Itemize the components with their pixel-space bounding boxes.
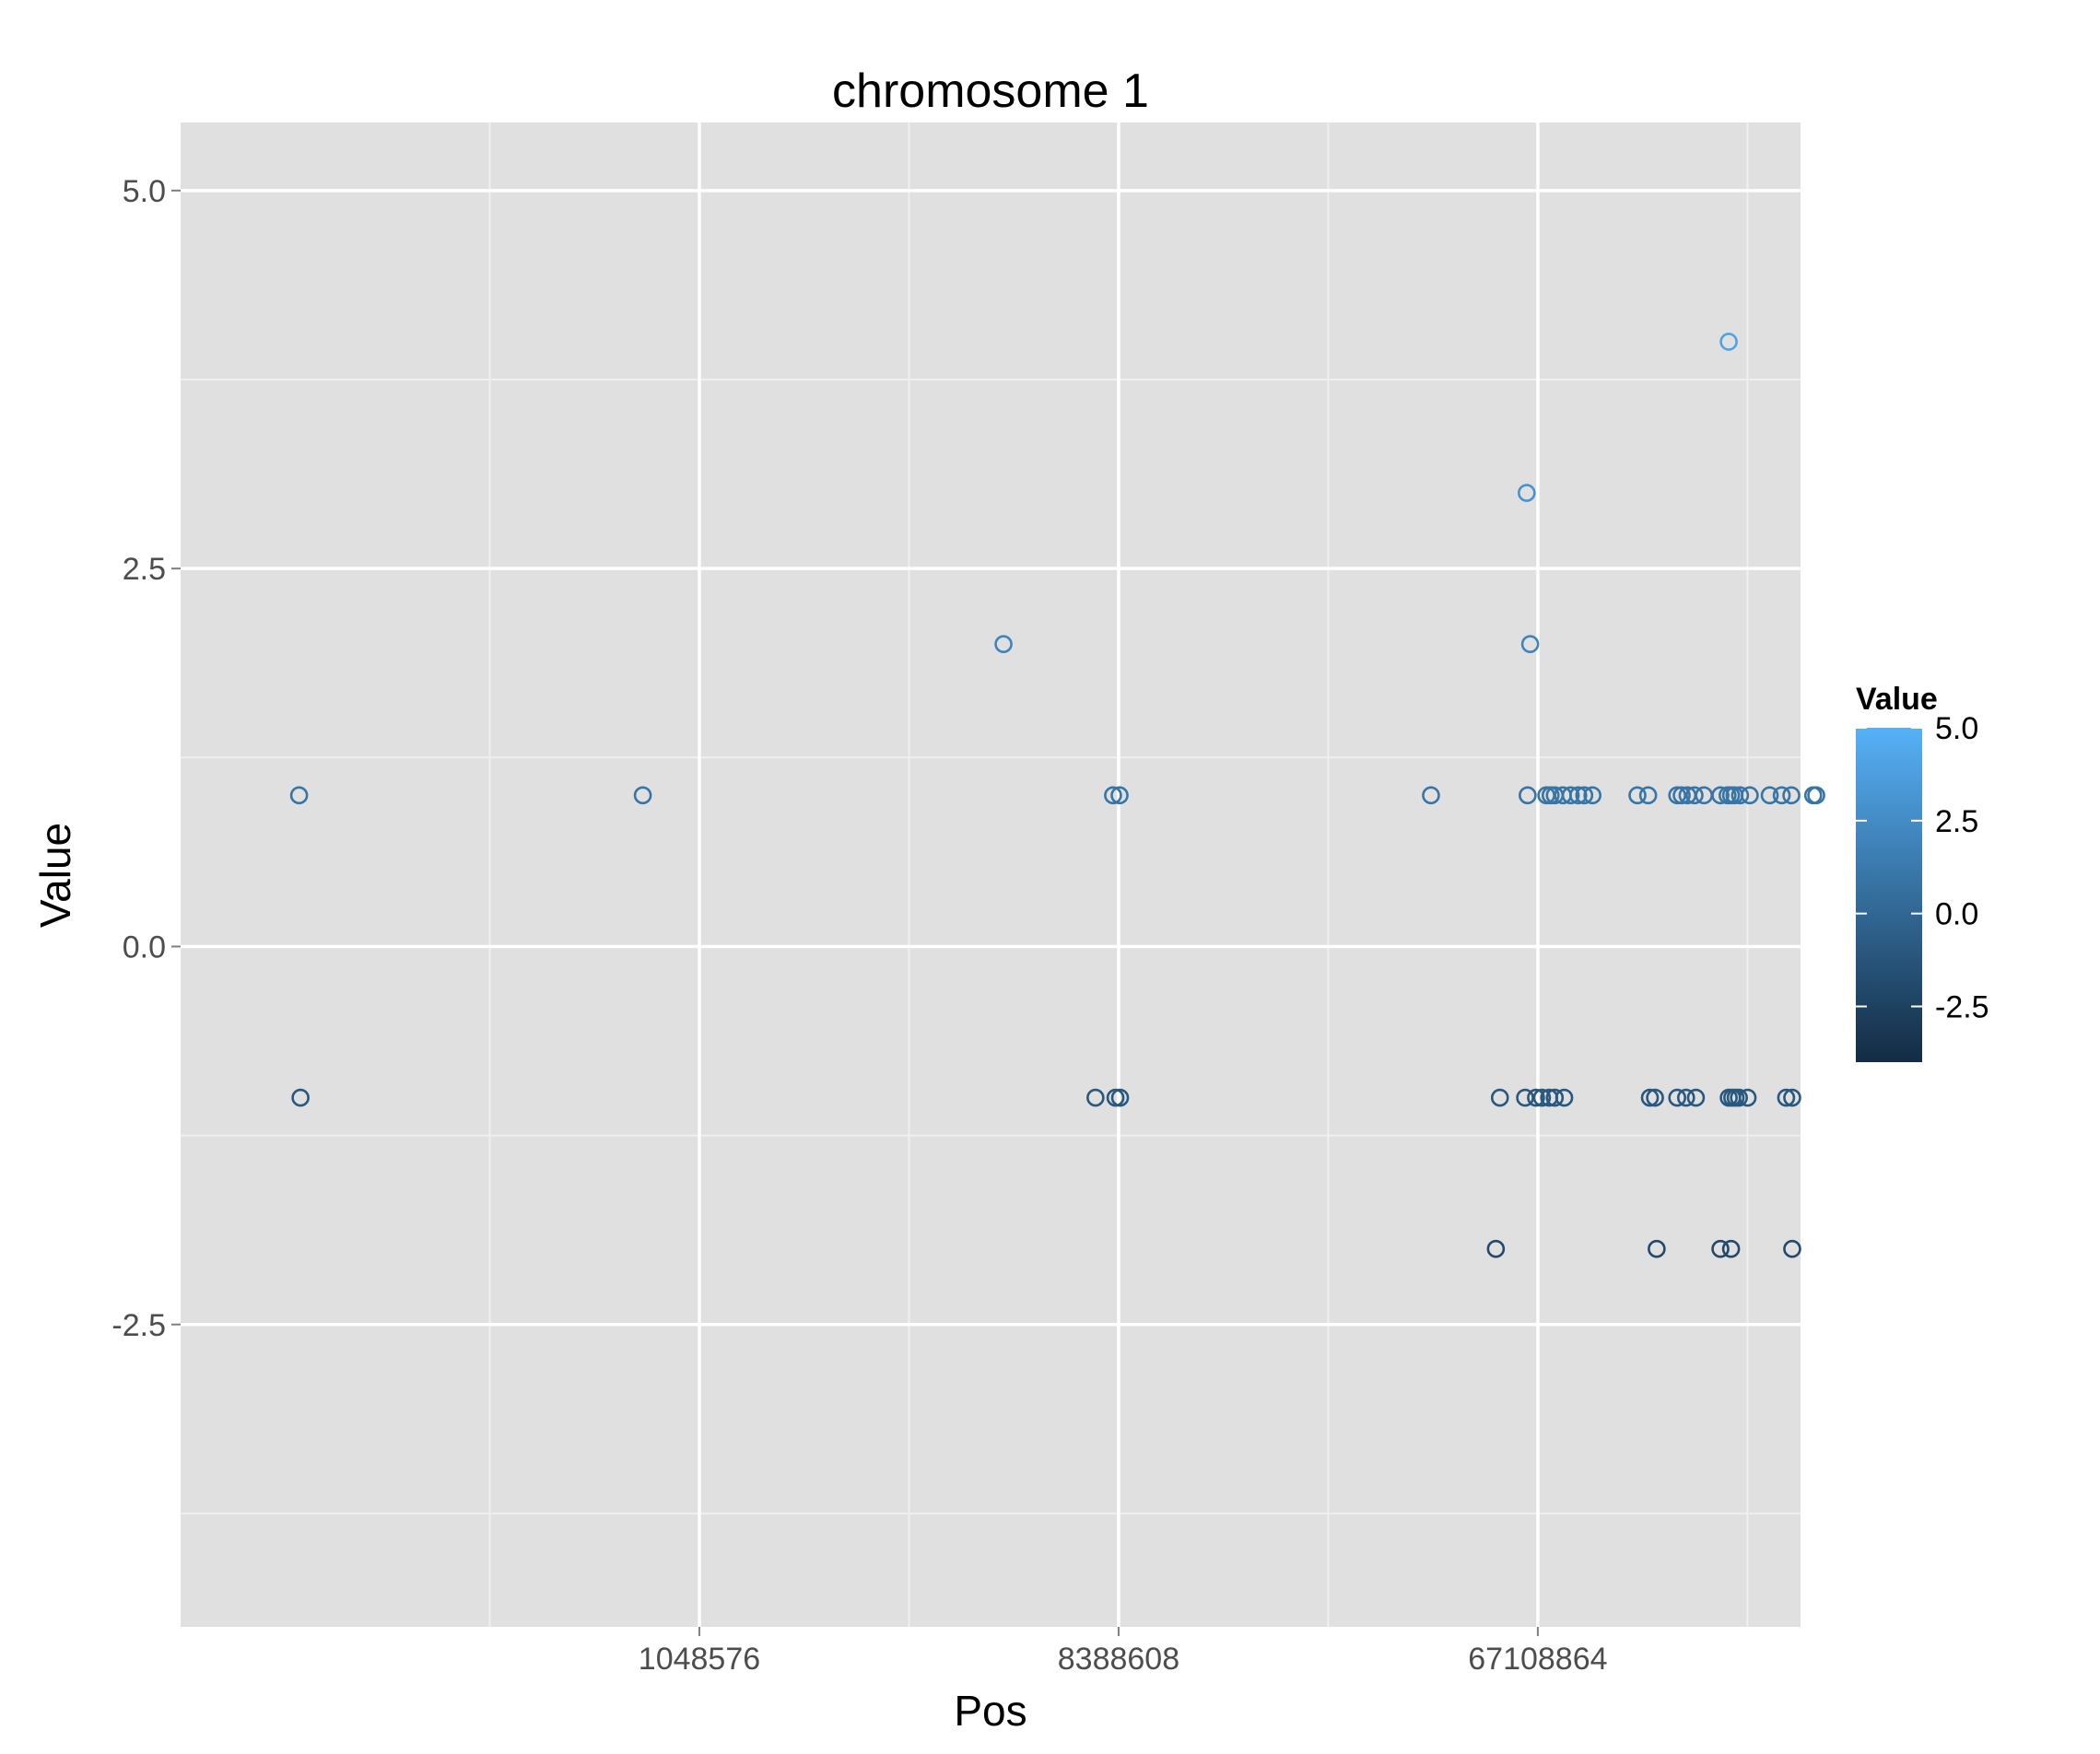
data-point (1422, 786, 1440, 805)
data-point (1486, 1239, 1506, 1258)
y-tick-label: 5.0 (123, 174, 166, 209)
data-point (1516, 1088, 1534, 1107)
data-point (1648, 1239, 1666, 1258)
data-point (1638, 786, 1658, 805)
x-axis-ticks: 1048576 8388608 67108864 (639, 1627, 1608, 1677)
legend-breaks: 5.0 2.5 0.0 -2.5 (1856, 711, 1989, 1025)
data-point (633, 786, 652, 805)
data-point (1777, 1088, 1796, 1107)
data-point (1628, 786, 1647, 805)
y-tick-label: 0.0 (123, 930, 166, 965)
legend-label: 0.0 (1935, 897, 1978, 932)
data-point (1520, 635, 1540, 654)
data-point (1575, 786, 1594, 805)
data-point (1782, 786, 1801, 805)
y-tick-label: -2.5 (111, 1308, 166, 1343)
data-point (1110, 1088, 1130, 1107)
data-point (1711, 786, 1730, 805)
data-point (1106, 1088, 1125, 1107)
chart-title: chromosome 1 (832, 64, 1149, 118)
data-point (1532, 1088, 1552, 1107)
data-point (1719, 333, 1738, 351)
data-point (1783, 1088, 1801, 1107)
y-axis-title: Value (31, 823, 79, 928)
legend-label: -2.5 (1935, 990, 1989, 1025)
data-point (1583, 786, 1601, 805)
data-point (1711, 1239, 1730, 1258)
data-point (1686, 1088, 1706, 1107)
data-points (289, 333, 1825, 1258)
data-point (291, 1088, 310, 1107)
legend-title: Value (1856, 682, 1938, 717)
y-tick-label: 2.5 (123, 552, 166, 587)
legend-label: 2.5 (1935, 804, 1978, 839)
data-point (994, 635, 1013, 654)
data-point (289, 786, 309, 805)
minor-gridlines (181, 123, 1801, 1627)
data-point (1110, 786, 1129, 805)
data-point (1772, 786, 1791, 805)
legend-label: 5.0 (1935, 711, 1978, 746)
data-point (1086, 1088, 1105, 1107)
data-point (1783, 1239, 1801, 1258)
data-point (1519, 786, 1537, 805)
data-point (1518, 484, 1536, 502)
color-legend: Value 5.0 2.5 0.0 -2.5 (1856, 682, 1989, 1062)
data-point (1807, 786, 1825, 805)
data-point (1738, 1088, 1757, 1107)
x-tick-label: 67108864 (1468, 1642, 1607, 1677)
data-point (1730, 1088, 1748, 1107)
x-tick-label: 8388608 (1058, 1642, 1179, 1677)
data-point (1527, 1088, 1545, 1107)
data-point (1676, 1088, 1695, 1107)
plot-panel (181, 123, 1801, 1627)
data-point (1685, 786, 1704, 805)
x-axis-title: Pos (954, 1687, 1027, 1735)
data-point (1490, 1088, 1509, 1107)
data-point (1730, 786, 1750, 805)
data-point (1672, 786, 1691, 805)
data-point (1741, 786, 1759, 805)
x-tick-label: 1048576 (639, 1642, 760, 1677)
data-point (1545, 1088, 1565, 1107)
data-point (1646, 1088, 1664, 1107)
data-point (1561, 786, 1580, 805)
major-gridlines (181, 123, 1801, 1627)
colorbar (1856, 728, 1922, 1062)
data-point (1721, 1239, 1741, 1258)
data-point (1568, 786, 1588, 805)
data-point (1104, 786, 1122, 805)
y-axis-ticks: -2.5 0.0 2.5 5.0 (111, 174, 181, 1343)
data-point (1668, 1088, 1686, 1107)
data-point (1760, 786, 1779, 805)
data-point (1554, 1088, 1574, 1107)
data-point (1640, 1088, 1660, 1107)
